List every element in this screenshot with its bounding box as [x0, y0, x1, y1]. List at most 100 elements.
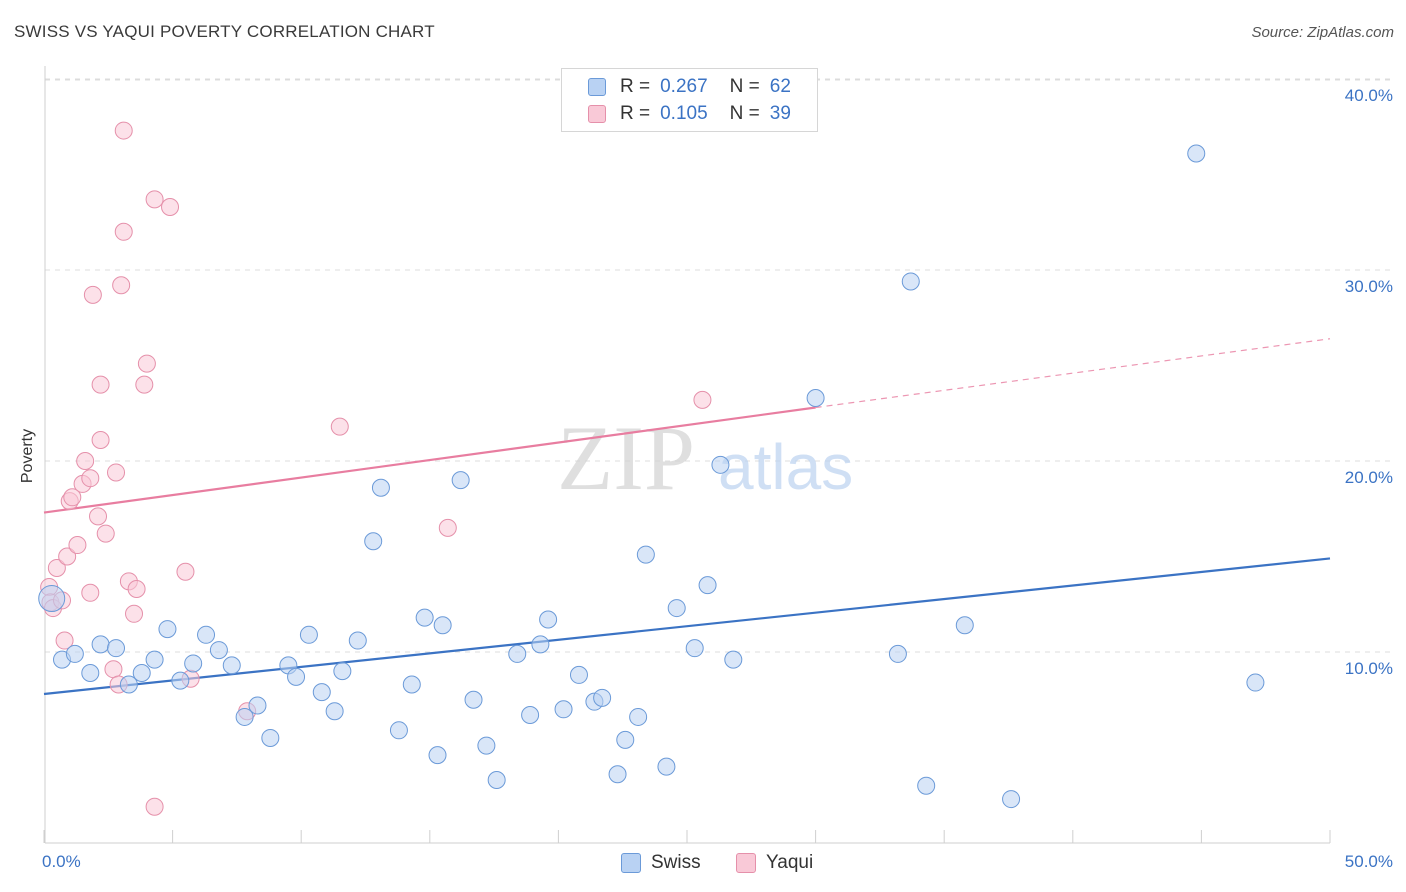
yaqui-point	[63, 488, 82, 507]
legend-row-yaqui: R = 0.105 N = 39	[588, 102, 791, 126]
swiss-point	[711, 455, 730, 474]
watermark-atlas: atlas	[718, 431, 853, 503]
swiss-point	[389, 721, 408, 740]
bottom-yaqui-swatch	[736, 853, 756, 873]
y-tick-20: 20.0%	[1344, 468, 1393, 487]
yaqui-point	[137, 354, 156, 373]
swiss-point	[371, 478, 390, 497]
swiss-point	[955, 616, 974, 635]
yaqui-point	[438, 518, 457, 537]
grid-lines	[45, 78, 1392, 653]
yaqui-point	[91, 430, 110, 449]
stats-legend: R = 0.267 N = 62 R = 0.105 N = 39	[561, 68, 818, 132]
yaqui-point	[76, 452, 95, 470]
yaqui-point	[83, 285, 102, 304]
swiss-point	[299, 625, 318, 644]
swiss-r-label: R =	[620, 76, 651, 97]
yaqui-n-label: N =	[729, 103, 760, 124]
yaqui-swatch	[588, 105, 606, 123]
swiss-point	[554, 700, 573, 719]
swiss-point	[487, 770, 506, 789]
watermark-zip: ZIP	[557, 407, 695, 509]
swiss-point	[91, 635, 110, 654]
swiss-point	[428, 746, 447, 765]
swiss-point	[917, 776, 936, 795]
swiss-point	[724, 650, 743, 669]
swiss-point	[1002, 790, 1021, 809]
swiss-point	[145, 650, 164, 669]
swiss-point	[158, 620, 177, 639]
yaqui-point	[330, 417, 349, 436]
yaqui-point	[89, 507, 108, 526]
yaqui-trend-extension	[815, 338, 1331, 409]
swiss-point	[608, 765, 627, 784]
swiss-point	[433, 616, 452, 635]
y-tick-40: 40.0%	[1344, 86, 1393, 105]
swiss-point	[325, 702, 344, 721]
swiss-point	[667, 599, 686, 618]
swiss-point	[464, 690, 483, 709]
trend-lines	[43, 338, 1331, 696]
yaqui-point	[125, 604, 144, 623]
swiss-points	[38, 144, 1265, 809]
swiss-point	[636, 545, 655, 564]
axes	[43, 66, 1331, 844]
swiss-point	[521, 706, 540, 725]
yaqui-point	[693, 390, 712, 409]
y-tick-10: 10.0%	[1344, 659, 1393, 678]
bottom-legend-yaqui[interactable]: Yaqui	[736, 852, 813, 874]
swiss-n-value: 62	[769, 76, 791, 97]
swiss-point	[616, 730, 635, 749]
swiss-point	[888, 644, 907, 663]
bottom-swiss-swatch	[621, 853, 641, 873]
swiss-point	[539, 610, 558, 629]
yaqui-point	[58, 547, 77, 566]
yaqui-point	[96, 524, 115, 543]
yaqui-point	[161, 197, 180, 216]
chart-title: SWISS VS YAQUI POVERTY CORRELATION CHART	[14, 22, 435, 41]
yaqui-point	[104, 660, 123, 679]
swiss-trend-line	[43, 557, 1331, 696]
yaqui-point	[145, 797, 164, 816]
swiss-point	[657, 757, 676, 776]
legend-row-swiss: R = 0.267 N = 62	[588, 75, 791, 99]
x-tick-max: 50.0%	[1344, 852, 1393, 871]
swiss-point	[222, 656, 241, 675]
swiss-point	[132, 664, 151, 683]
x-tick-min: 0.0%	[42, 852, 81, 871]
swiss-point	[415, 608, 434, 627]
yaqui-point	[114, 121, 133, 140]
swiss-point	[65, 644, 84, 663]
yaqui-point	[127, 579, 146, 598]
swiss-point	[81, 664, 100, 683]
swiss-point	[171, 671, 190, 690]
swiss-point	[197, 625, 216, 644]
swiss-point	[119, 675, 138, 694]
swiss-point	[402, 675, 421, 694]
swiss-point	[508, 644, 527, 663]
y-tick-30: 30.0%	[1344, 277, 1393, 296]
swiss-point	[287, 667, 306, 686]
swiss-point	[1187, 144, 1206, 163]
swiss-point	[209, 641, 228, 660]
yaqui-point	[176, 562, 195, 581]
yaqui-point	[114, 222, 133, 241]
yaqui-point	[47, 558, 66, 577]
swiss-point	[629, 707, 648, 726]
swiss-point	[806, 388, 825, 407]
swiss-point	[248, 696, 267, 715]
swiss-n-label: N =	[729, 76, 760, 97]
bottom-legend-swiss[interactable]: Swiss	[621, 852, 701, 874]
swiss-point	[348, 631, 367, 650]
yaqui-r-value: 0.105	[660, 103, 708, 124]
swiss-point	[685, 639, 704, 658]
yaqui-point	[81, 469, 100, 488]
swiss-point	[312, 683, 331, 702]
swiss-point	[184, 654, 203, 673]
swiss-point	[451, 471, 470, 490]
swiss-point	[1246, 673, 1265, 692]
swiss-point	[477, 736, 496, 755]
yaqui-point	[135, 375, 154, 394]
swiss-point	[107, 639, 126, 658]
